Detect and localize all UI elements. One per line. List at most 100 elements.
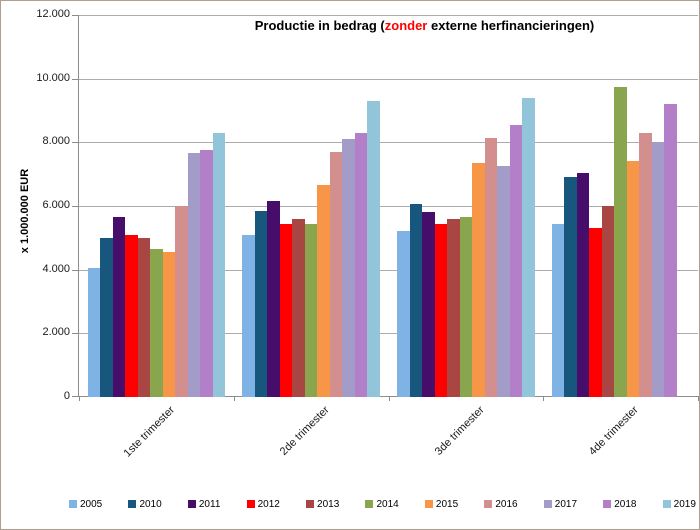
y-tick-label-6000: 6.000 [42, 199, 70, 211]
bar-2005-2de-trimester [242, 234, 255, 397]
gridline-6000 [79, 206, 698, 207]
x-axis-tick [79, 396, 80, 401]
legend-swatch-2010 [128, 500, 137, 508]
bar-2013-4de-trimester [601, 206, 615, 397]
legend-label-2016: 2016 [495, 498, 518, 510]
bar-2015-3de-trimester [472, 163, 485, 397]
y-axis-title: x 1.000.000 EUR [19, 168, 31, 254]
y-axis-tick [72, 79, 78, 80]
legend-item-2011: 2011 [187, 498, 221, 510]
y-axis-tick [72, 15, 78, 16]
legend-label-2017: 2017 [554, 498, 578, 510]
x-axis-tick [543, 396, 544, 401]
gridline-8000 [79, 142, 698, 143]
bar-2012-1ste-trimester [125, 234, 138, 397]
y-axis-tick [72, 142, 78, 143]
y-axis-tick [72, 333, 78, 334]
gridline-10000 [79, 79, 698, 80]
legend-label-2005: 2005 [80, 498, 103, 510]
y-tick-label-0: 0 [63, 390, 70, 402]
legend: 2005 2010 2011 2012 2013 2014 2015 2016 2017 2018… [69, 497, 696, 511]
legend-label-2010: 2010 [139, 498, 162, 510]
legend-item-2014: 2014 [365, 498, 399, 510]
legend-label-2014: 2014 [376, 498, 399, 510]
gridline-2000 [79, 333, 698, 334]
bar-2017-2de-trimester [342, 139, 355, 397]
y-tick-label-12000: 12.000 [36, 8, 70, 20]
bar-2016-3de-trimester [484, 137, 498, 397]
legend-label-2013: 2013 [317, 498, 340, 510]
y-axis-tick [72, 206, 78, 207]
bar-2011-2de-trimester [267, 201, 280, 397]
bar-2010-4de-trimester [564, 177, 577, 397]
bar-2013-2de-trimester [292, 218, 305, 397]
bar-2011-4de-trimester [576, 172, 590, 397]
bar-2018-2de-trimester [354, 132, 368, 397]
x-axis-tick [698, 396, 699, 401]
bar-2017-4de-trimester [651, 142, 665, 397]
bar-2012-2de-trimester [279, 223, 293, 397]
legend-swatch-2013 [306, 500, 315, 508]
bar-2005-4de-trimester [551, 223, 565, 397]
bar-2016-4de-trimester [639, 132, 652, 397]
bar-2018-4de-trimester [664, 104, 677, 397]
plot-area [72, 15, 699, 401]
legend-swatch-2015 [424, 500, 433, 508]
legend-item-2013: 2013 [306, 499, 339, 510]
bar-2013-3de-trimester [447, 218, 460, 397]
legend-label-2011: 2011 [198, 498, 221, 510]
x-axis [79, 396, 698, 397]
gridline-4000 [79, 270, 698, 271]
y-tick-label-8000: 8.000 [42, 135, 70, 148]
bar-2012-3de-trimester [434, 223, 448, 397]
bar-2017-1ste-trimester [187, 153, 201, 397]
bar-2015-1ste-trimester [162, 252, 176, 397]
legend-swatch-2016 [484, 500, 493, 508]
legend-label-2019: 2019 [673, 498, 696, 510]
y-tick-label-2000: 2.000 [42, 326, 70, 339]
bar-2019-2de-trimester [367, 100, 380, 397]
x-axis-tick [389, 396, 390, 401]
bar-2010-1ste-trimester [100, 237, 113, 397]
bar-2018-1ste-trimester [200, 150, 213, 397]
y-tick-label-4000: 4.000 [42, 262, 70, 275]
bar-2011-3de-trimester [422, 212, 435, 397]
x-axis-tick [234, 396, 235, 401]
legend-item-2019: 2019 [662, 498, 696, 510]
legend-label-2018: 2018 [614, 498, 637, 510]
bar-2005-3de-trimester [397, 231, 410, 397]
bar-2010-3de-trimester [409, 204, 423, 397]
bar-2016-1ste-trimester [175, 206, 188, 397]
legend-item-2010: 2010 [128, 498, 162, 510]
bar-2013-1ste-trimester [137, 237, 151, 397]
category-label-2: 2de trimester [277, 404, 332, 458]
legend-swatch-2017 [543, 500, 552, 508]
bar-2014-4de-trimester [614, 86, 627, 397]
bar-2014-3de-trimester [459, 217, 473, 397]
legend-item-2012: 2012 [246, 498, 280, 510]
legend-swatch-2011 [187, 500, 196, 508]
chart-title-suffix: externe herfinancieringen) [427, 18, 595, 33]
bar-2015-4de-trimester [626, 161, 640, 397]
legend-swatch-2005 [69, 500, 77, 508]
category-label-1: 1ste trimester [121, 404, 177, 460]
bar-2016-2de-trimester [329, 151, 343, 397]
category-label-3: 3de trimester [432, 404, 487, 458]
legend-item-2016: 2016 [484, 498, 518, 510]
y-axis-tick [72, 270, 78, 271]
bar-2014-1ste-trimester [150, 248, 163, 397]
bar-2005-1ste-trimester [87, 268, 101, 397]
legend-label-2012: 2012 [257, 498, 280, 510]
legend-swatch-2014 [365, 500, 374, 508]
bar-2012-4de-trimester [589, 228, 602, 397]
legend-item-2005: 2005 [69, 499, 102, 510]
legend-item-2017: 2017 [543, 498, 578, 510]
legend-swatch-2012 [246, 500, 255, 508]
chart-title-highlight: zonder [384, 18, 428, 33]
chart-title-prefix: Productie in bedrag ( [254, 18, 385, 33]
legend-swatch-2019 [662, 500, 671, 508]
legend-label-2015: 2015 [435, 498, 459, 510]
bar-2011-1ste-trimester [112, 217, 126, 397]
chart-title: Productie in bedrag (zonder externe herf… [79, 18, 698, 33]
